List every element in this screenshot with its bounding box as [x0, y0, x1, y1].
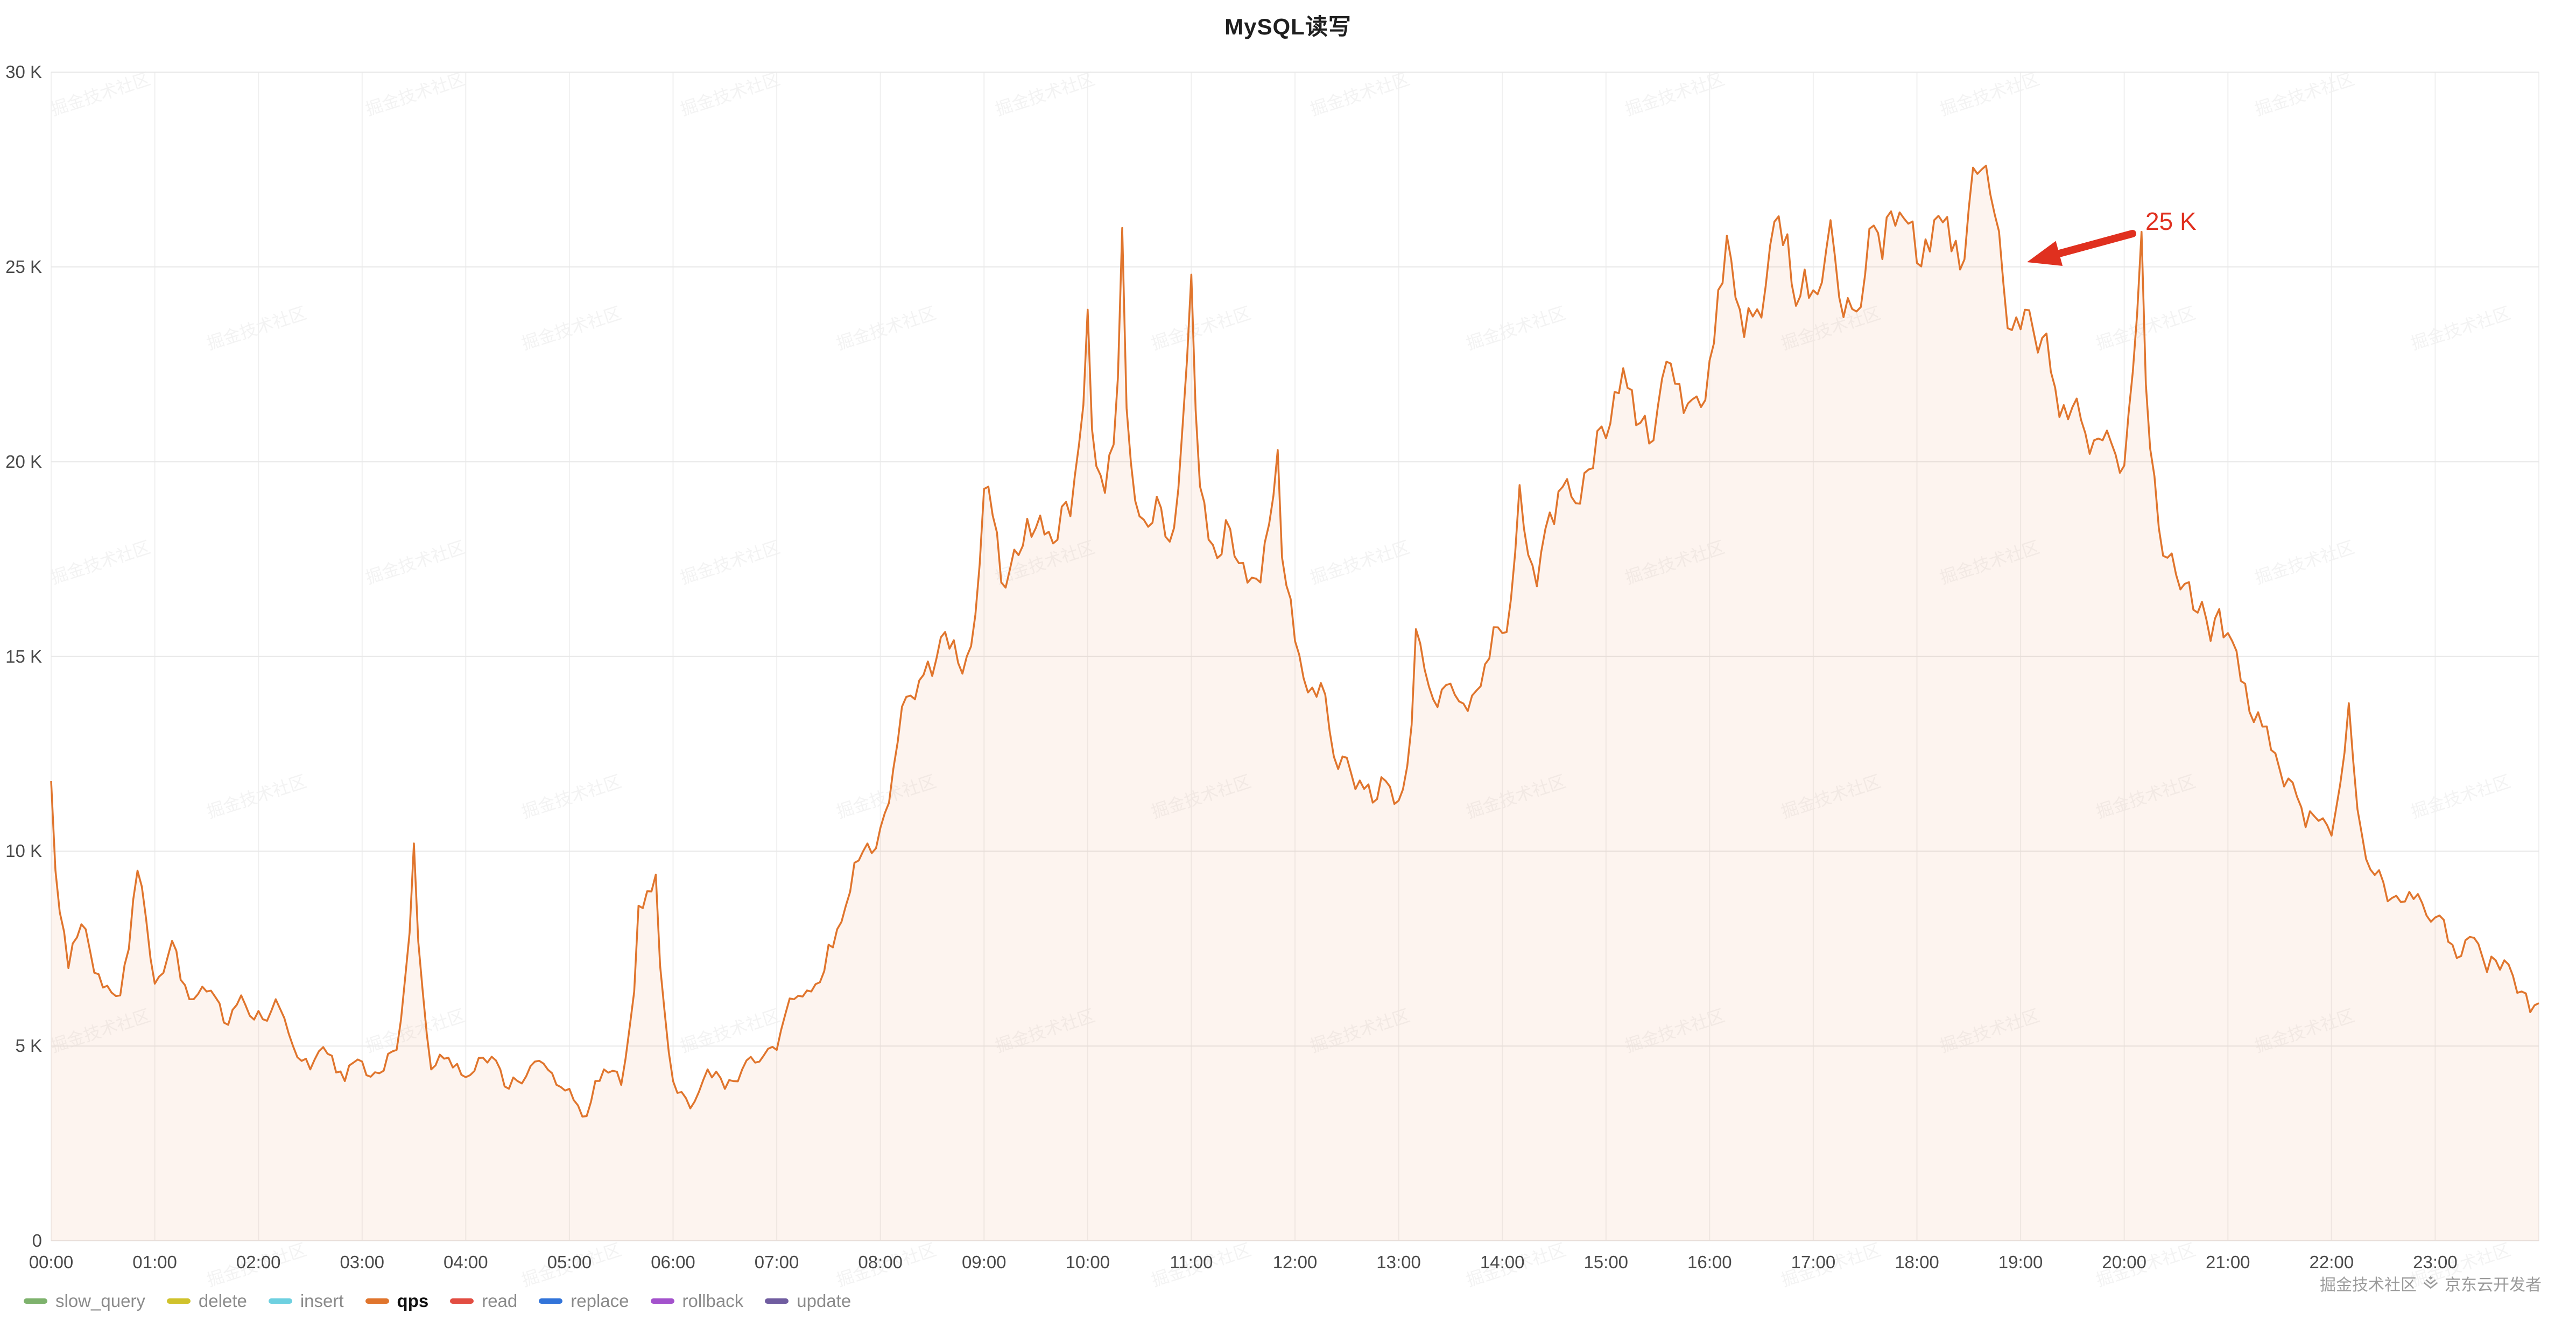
x-axis-label: 08:00: [858, 1252, 903, 1272]
qps-series-line: [50, 164, 2539, 1118]
legend-label: insert: [300, 1291, 344, 1311]
x-axis-label: 14:00: [1480, 1252, 1525, 1272]
legend-label: update: [797, 1291, 851, 1311]
x-axis-label: 06:00: [651, 1252, 695, 1272]
x-axis-label: 04:00: [444, 1252, 488, 1272]
credit-left-text: 掘金技术社区: [2320, 1276, 2417, 1294]
legend-label: delete: [198, 1291, 247, 1311]
qps-series-fill: [51, 165, 2539, 1241]
replace-color-swatch: [539, 1298, 563, 1304]
legend-label: slow_query: [55, 1291, 145, 1311]
x-axis-label: 03:00: [340, 1252, 385, 1272]
legend-item-qps[interactable]: qps: [365, 1291, 429, 1311]
update-color-swatch: [765, 1298, 789, 1304]
x-axis-label: 11:00: [1170, 1252, 1213, 1272]
x-axis-label: 19:00: [1998, 1252, 2043, 1272]
x-axis-label: 22:00: [2309, 1252, 2354, 1272]
x-axis-label: 10:00: [1065, 1252, 1110, 1272]
x-axis-label: 12:00: [1272, 1252, 1318, 1272]
x-axis-label: 17:00: [1791, 1252, 1836, 1272]
x-axis-label: 07:00: [754, 1252, 799, 1272]
x-axis-label: 01:00: [132, 1252, 177, 1272]
legend-item-update[interactable]: update: [765, 1291, 851, 1311]
x-axis-label: 00:00: [29, 1252, 74, 1272]
annotation-label-25k: 25 K: [2145, 207, 2197, 235]
rollback-color-swatch: [650, 1298, 674, 1304]
legend-item-replace[interactable]: replace: [539, 1291, 629, 1311]
y-axis-label: 30 K: [5, 62, 42, 82]
legend-item-slow_query[interactable]: slow_query: [24, 1291, 145, 1311]
y-axis-label: 20 K: [5, 451, 42, 472]
x-axis-label: 20:00: [2102, 1252, 2146, 1272]
juejin-logo-icon: [2422, 1275, 2439, 1292]
qps-color-swatch: [365, 1298, 389, 1304]
legend-label: read: [482, 1291, 518, 1311]
read-color-swatch: [450, 1298, 474, 1304]
legend-item-delete[interactable]: delete: [166, 1291, 247, 1311]
x-axis-label: 16:00: [1687, 1252, 1732, 1272]
x-axis-label: 09:00: [961, 1252, 1007, 1272]
x-axis-label: 23:00: [2413, 1252, 2458, 1272]
credit: 掘金技术社区 京东云开发者: [2320, 1271, 2542, 1295]
legend-label: replace: [571, 1291, 629, 1311]
grid-layer: [51, 72, 2539, 1241]
x-axis-label: 15:00: [1583, 1252, 1629, 1272]
x-axis-label: 18:00: [1895, 1252, 1939, 1272]
delete-color-swatch: [166, 1298, 191, 1304]
legend-item-insert[interactable]: insert: [268, 1291, 344, 1311]
y-axis-label: 25 K: [5, 256, 42, 277]
panel-title: MySQL读写: [1224, 14, 1352, 39]
legend: slow_query delete insert qps read replace roll…: [24, 1291, 851, 1311]
legend-label: qps: [397, 1291, 429, 1311]
legend-item-read[interactable]: read: [450, 1291, 517, 1311]
y-axis-label: 15 K: [5, 646, 42, 666]
insert-color-swatch: [268, 1298, 292, 1304]
slow_query-color-swatch: [24, 1298, 47, 1304]
x-axis-label: 02:00: [236, 1252, 281, 1272]
x-axis-label: 13:00: [1376, 1252, 1421, 1272]
x-axis-label: 05:00: [547, 1252, 592, 1272]
y-axis-label: 5 K: [15, 1036, 42, 1056]
x-axis-label: 21:00: [2205, 1252, 2250, 1272]
legend-item-rollback[interactable]: rollback: [650, 1291, 744, 1311]
legend-label: rollback: [682, 1291, 744, 1311]
y-axis-label: 0: [32, 1231, 42, 1250]
y-axis-label: 10 K: [5, 841, 42, 861]
annotation-arrow: [2027, 230, 2136, 266]
credit-right-text: 京东云开发者: [2445, 1276, 2542, 1294]
